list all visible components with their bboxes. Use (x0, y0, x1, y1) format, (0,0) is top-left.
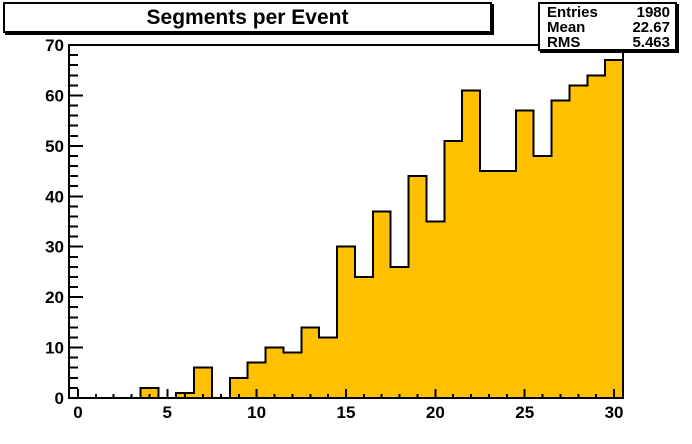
stats-value-mean: 22.67 (632, 19, 670, 36)
stats-row-mean: Mean 22.67 (547, 20, 670, 35)
x-axis-tick-label: 25 (515, 403, 534, 422)
page-title: Segments per Event (146, 5, 349, 29)
stats-label-rms: RMS (547, 34, 581, 51)
x-axis-tick-label: 20 (426, 403, 445, 422)
x-axis-tick-label: 10 (247, 403, 266, 422)
title-box: Segments per Event (3, 2, 492, 33)
y-axis-tick-label: 70 (45, 36, 64, 55)
x-axis-tick-label: 0 (73, 403, 82, 422)
x-axis-tick-label: 15 (337, 403, 356, 422)
stats-label-mean: Mean (547, 19, 586, 36)
stats-label-entries: Entries (547, 4, 598, 21)
y-axis-tick-label: 0 (55, 389, 64, 408)
stats-row-entries: Entries 1980 (547, 5, 670, 20)
stats-box: Entries 1980 Mean 22.67 RMS 5.463 (538, 2, 677, 51)
y-axis-tick-label: 60 (45, 86, 64, 105)
stats-value-entries: 1980 (636, 4, 670, 21)
y-axis-tick-label: 50 (45, 137, 64, 156)
y-axis-tick-label: 30 (45, 238, 64, 257)
stats-row-rms: RMS 5.463 (547, 35, 670, 50)
stats-value-rms: 5.463 (632, 34, 670, 51)
y-axis-tick-label: 40 (45, 187, 64, 206)
x-axis-tick-label: 30 (605, 403, 624, 422)
y-axis-tick-label: 20 (45, 288, 64, 307)
y-axis-tick-label: 10 (45, 339, 64, 358)
x-axis-tick-label: 5 (163, 403, 172, 422)
